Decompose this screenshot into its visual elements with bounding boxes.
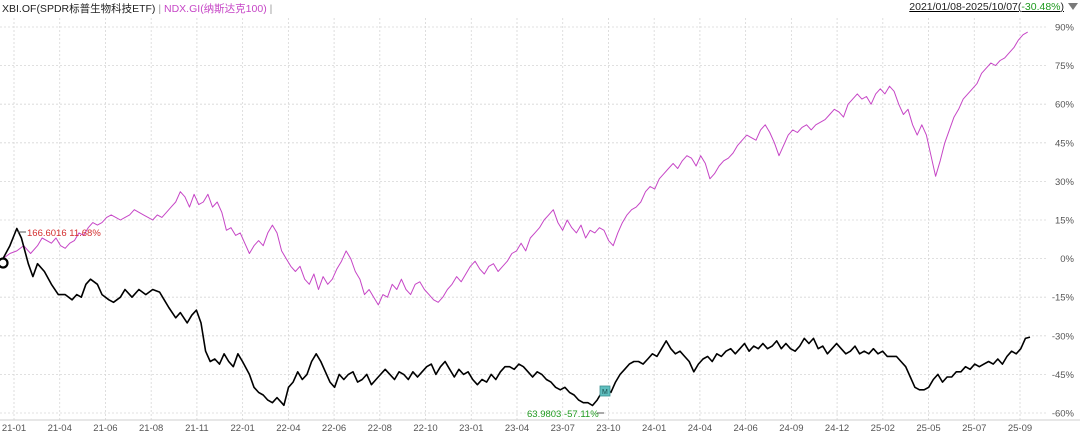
legend-separator: | <box>158 3 162 15</box>
y-tick-labels: 90% 75% 60% 45% 30% 15% 0% -15% -30% -45% -60% <box>1052 23 1075 420</box>
vertical-grid <box>13 18 1021 420</box>
x-tick-label: 24-12 <box>825 423 849 434</box>
y-tick-label: -45% <box>1052 370 1075 381</box>
y-tick-label: 45% <box>1055 138 1075 149</box>
x-tick-label: 21-08 <box>139 423 163 434</box>
x-tick-label: 23-07 <box>551 423 575 434</box>
y-tick-label: 60% <box>1055 100 1075 111</box>
event-marker[interactable] <box>599 385 611 397</box>
x-tick-labels: 21-01 21-04 21-06 21-08 21-11 22-01 22-04 22-06… <box>2 423 1032 434</box>
x-tick-label: 22-04 <box>276 423 300 434</box>
x-tick-label: 23-10 <box>596 423 620 434</box>
date-range-selector[interactable]: 2021/01/08-2025/10/07(-30.48%) <box>909 1 1064 13</box>
annotation-layer: 166.6016 11.68% 63.9803 -57.11% M <box>0 228 611 420</box>
y-tick-label: -30% <box>1052 331 1075 342</box>
start-point-icon[interactable] <box>0 257 9 269</box>
period-return-value: -30.48% <box>1021 1 1061 13</box>
x-tick-label: 23-04 <box>505 423 529 434</box>
paren-open: ( <box>1017 1 1022 13</box>
x-tick-label: 25-07 <box>962 423 986 434</box>
legend-xbi-code: XBI.OF <box>2 3 37 15</box>
x-tick-label: 24-09 <box>779 423 803 434</box>
x-tick-label: 23-01 <box>459 423 483 434</box>
dropdown-triangle-icon[interactable] <box>1068 3 1078 10</box>
x-tick-label: 25-02 <box>871 423 895 434</box>
y-tick-label: -60% <box>1052 409 1075 420</box>
legend-xbi-name: (SPDR标普生物科技ETF) <box>36 3 156 15</box>
horizontal-grid <box>0 26 1048 414</box>
x-tick-label: 21-04 <box>48 423 72 434</box>
x-tick-label: 22-01 <box>230 423 254 434</box>
x-tick-label: 24-04 <box>688 423 712 434</box>
x-tick-label: 25-05 <box>916 423 940 434</box>
legend-ndx[interactable]: NDX.GI(纳斯达克100) <box>164 3 267 15</box>
legend-ndx-name: (纳斯达克100) <box>200 3 267 15</box>
legend-xbi[interactable]: XBI.OF(SPDR标普生物科技ETF) <box>2 3 155 15</box>
y-tick-label: 75% <box>1055 61 1075 72</box>
series-line-xbi <box>2 227 1031 407</box>
max-point-label: 166.6016 11.68% <box>27 228 101 239</box>
paren-close: ) <box>1060 1 1065 13</box>
x-tick-label: 21-06 <box>93 423 117 434</box>
event-marker-text: M <box>602 389 608 396</box>
legend-separator-2: | <box>269 3 273 15</box>
legend-ndx-code: NDX.GI <box>164 3 201 15</box>
date-range-text: 2021/01/08-2025/10/07 <box>909 1 1018 13</box>
x-tick-label: 21-01 <box>2 423 26 434</box>
chart-header-legend: XBI.OF(SPDR标普生物科技ETF) | NDX.GI(纳斯达克100) … <box>2 1 272 16</box>
y-tick-label: -15% <box>1052 293 1075 304</box>
y-tick-label: 90% <box>1055 23 1075 34</box>
y-tick-label: 0% <box>1060 254 1074 265</box>
x-tick-label: 22-10 <box>413 423 437 434</box>
min-point-label: 63.9803 -57.11% <box>527 409 599 420</box>
x-tick-label: 25-09 <box>1008 423 1032 434</box>
x-tick-label: 24-06 <box>733 423 757 434</box>
series-line-ndx <box>2 31 1028 306</box>
y-tick-label: 15% <box>1055 216 1075 227</box>
x-tick-label: 21-11 <box>185 423 209 434</box>
x-tick-label: 22-06 <box>322 423 346 434</box>
y-tick-label: 30% <box>1055 177 1075 188</box>
x-tick-label: 24-01 <box>642 423 666 434</box>
series-layer <box>2 31 1031 407</box>
x-tick-label: 22-08 <box>368 423 392 434</box>
